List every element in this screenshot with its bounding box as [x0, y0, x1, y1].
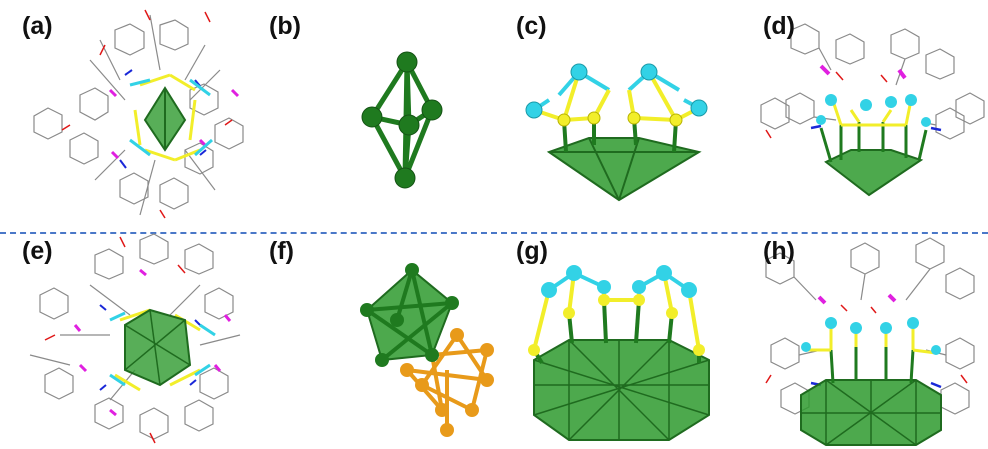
panel-g-structure: [528, 265, 710, 441]
panel-g: (g): [494, 225, 741, 449]
dashed-divider: [0, 232, 988, 234]
panel-label-g: (g): [516, 237, 548, 265]
panel-c: (c): [494, 0, 741, 224]
panel-label-b: (b): [269, 12, 301, 40]
panel-f-cluster: [360, 263, 494, 437]
panel-b: (b): [247, 0, 494, 224]
panel-e-structure: [29, 233, 241, 444]
panel-label-c: (c): [516, 12, 547, 40]
panel-h: (h): [741, 225, 988, 449]
panel-label-d: (d): [763, 12, 795, 40]
panel-d-structure: [760, 23, 985, 197]
panel-e: (e): [0, 225, 247, 449]
panel-b-octahedron: [361, 51, 443, 189]
panel-d: (d): [741, 0, 988, 224]
panel-label-h: (h): [763, 237, 795, 265]
panel-f: (f): [247, 225, 494, 449]
panel-c-structure: [525, 63, 708, 202]
panel-a: (a): [0, 0, 247, 224]
panel-a-structure: [33, 9, 244, 219]
panel-label-f: (f): [269, 237, 294, 265]
panel-h-structure: [765, 237, 975, 446]
panel-label-a: (a): [22, 12, 53, 40]
panel-label-e: (e): [22, 237, 53, 265]
